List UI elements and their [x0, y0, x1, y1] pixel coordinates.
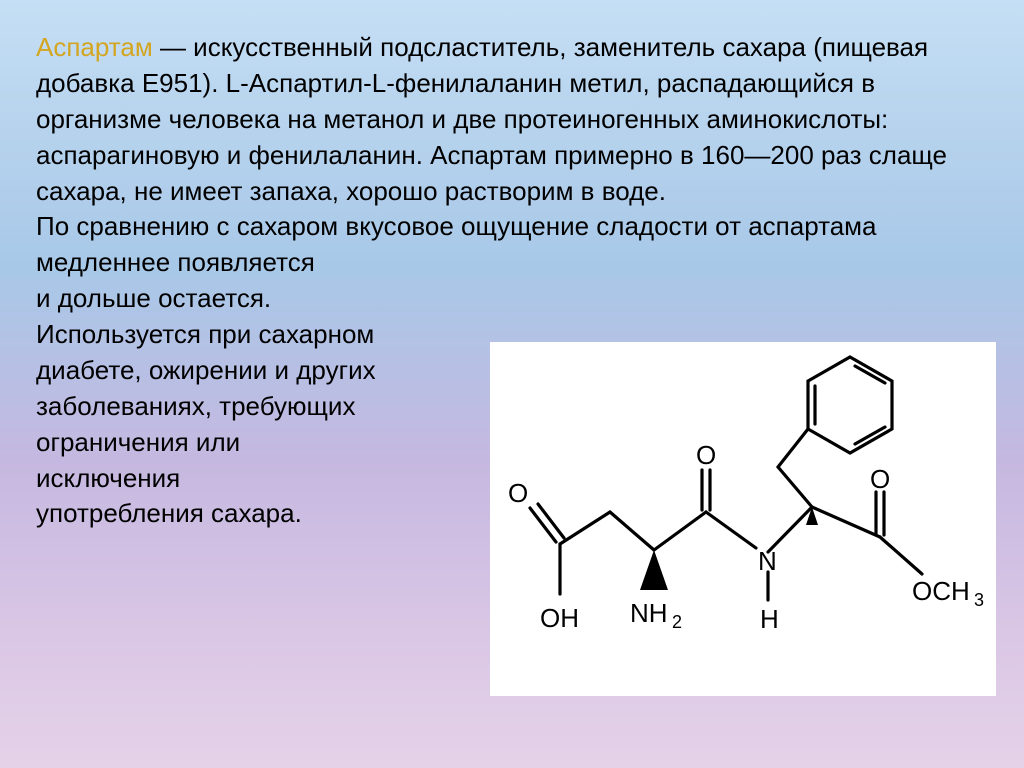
atom-label: H — [760, 604, 779, 634]
wrapped-line: диабете, ожирении и других — [36, 353, 988, 389]
compound-name: Аспартам — [36, 32, 153, 62]
wrapped-line: исключения — [36, 461, 988, 497]
wrapped-line: ограничения или — [36, 425, 988, 461]
atom-label: OCH — [912, 576, 970, 606]
atom-label-sub: 3 — [974, 590, 984, 610]
slide: Аспартам — искусственный подсластитель, … — [0, 0, 1024, 768]
paragraph-1-body: — искусственный подсластитель, заменител… — [36, 32, 947, 206]
atom-label-sub: 2 — [672, 612, 682, 632]
wrapped-line: Используется при сахарном — [36, 317, 988, 353]
atom-label: N — [758, 546, 777, 576]
slide-text-block: Аспартам — искусственный подсластитель, … — [36, 30, 988, 532]
atom-label: NH — [630, 598, 668, 628]
wrapped-line: заболеваниях, требующих — [36, 389, 988, 425]
paragraph-1: Аспартам — искусственный подсластитель, … — [36, 30, 988, 209]
paragraph-2: По сравнению с сахаром вкусовое ощущение… — [36, 209, 988, 281]
wrapped-line: употребления сахара. — [36, 496, 988, 532]
atom-label: OH — [540, 603, 579, 633]
wrapped-line: и дольше остается. — [36, 281, 988, 317]
